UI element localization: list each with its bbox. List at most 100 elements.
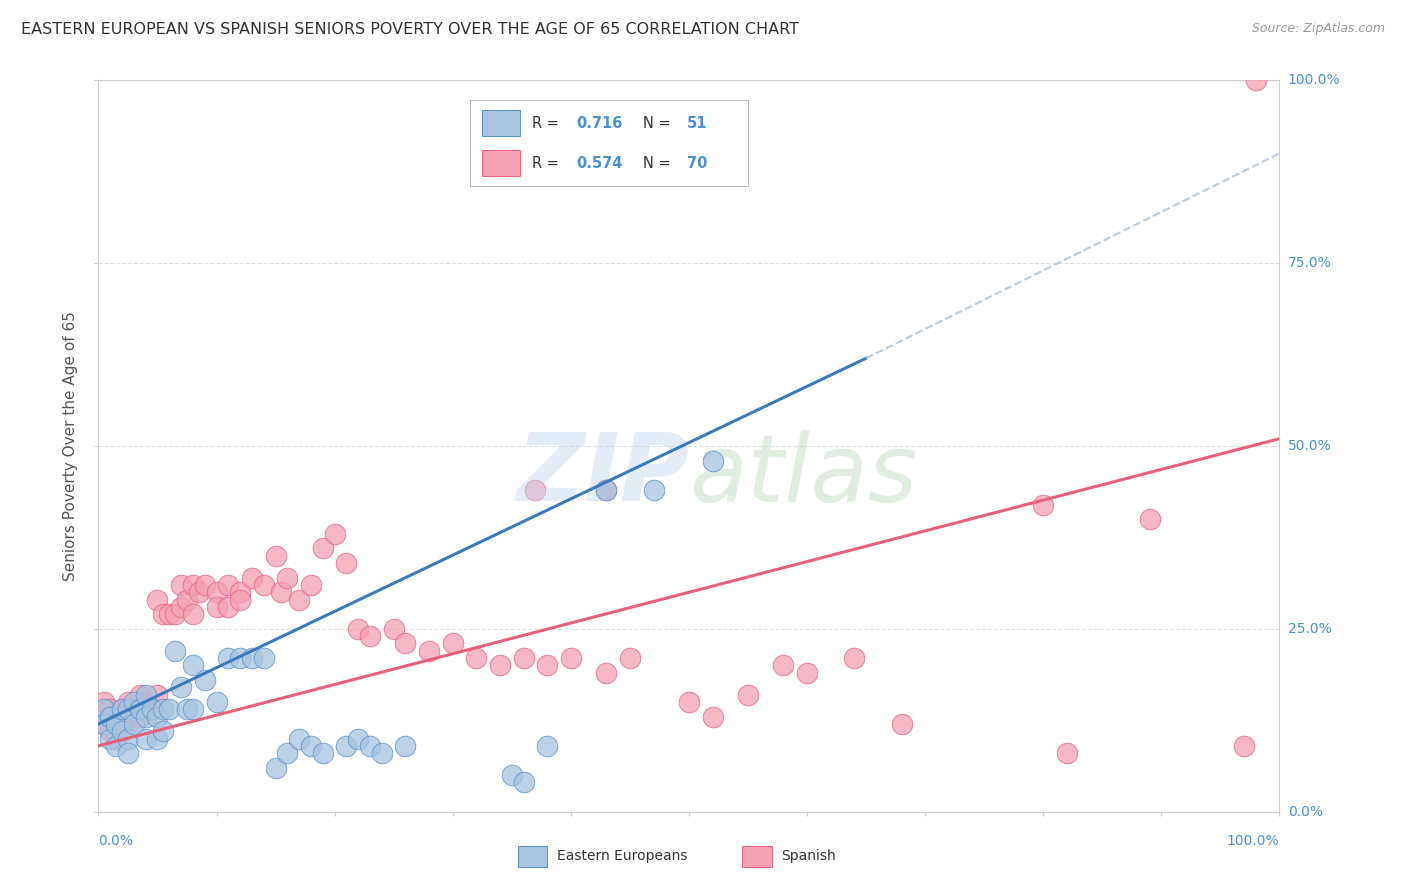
Point [122,717,145,731]
Point [135,695,157,709]
Point [772,658,794,673]
Point [181,658,204,673]
Point [441,636,464,650]
Point [371,746,394,760]
Point [229,585,252,599]
Point [595,665,617,680]
Point [217,651,239,665]
Text: Source: ZipAtlas.com: Source: ZipAtlas.com [1251,22,1385,36]
Point [176,702,198,716]
Point [1139,512,1161,526]
Point [253,578,276,592]
Point [98,724,121,739]
Point [122,702,145,716]
Point [135,709,157,723]
Point [299,578,322,592]
Point [737,688,759,702]
Point [117,731,139,746]
Point [270,585,292,599]
Point [229,651,252,665]
Text: 50.0%: 50.0% [1288,439,1331,453]
Point [382,622,405,636]
Point [93,717,115,731]
Point [165,644,187,658]
Point [122,695,145,709]
Point [181,607,204,622]
Point [359,739,381,753]
Point [98,731,121,746]
Point [111,724,134,739]
Point [170,681,193,695]
Point [335,556,357,570]
Point [489,658,512,673]
Point [264,549,287,563]
Point [253,651,276,665]
Point [105,731,128,746]
Point [205,695,228,709]
Text: 100.0%: 100.0% [1288,73,1340,87]
Point [312,746,335,760]
Text: 25.0%: 25.0% [1288,622,1331,636]
Point [181,702,204,716]
Point [165,607,187,622]
Point [347,622,370,636]
Point [105,739,128,753]
Point [205,585,228,599]
Point [702,709,724,723]
Text: Eastern Europeans: Eastern Europeans [557,849,688,863]
Point [93,717,115,731]
Point [1244,73,1267,87]
Point [157,607,180,622]
Point [678,695,700,709]
Point [128,709,150,723]
Point [111,724,134,739]
Point [217,578,239,592]
Point [335,739,357,753]
Point [240,571,263,585]
Point [152,724,174,739]
Text: 0.0%: 0.0% [1288,805,1323,819]
Point [170,578,193,592]
Point [146,688,169,702]
Point [111,702,134,716]
Text: EASTERN EUROPEAN VS SPANISH SENIORS POVERTY OVER THE AGE OF 65 CORRELATION CHART: EASTERN EUROPEAN VS SPANISH SENIORS POVE… [21,22,799,37]
Point [1233,739,1256,753]
Point [536,739,558,753]
Point [359,629,381,643]
Point [187,585,209,599]
Point [117,702,139,716]
Point [619,651,641,665]
Point [595,483,617,497]
Point [643,483,665,497]
Point [323,526,346,541]
Point [141,702,163,716]
Point [394,739,416,753]
Point [702,453,724,467]
Point [288,731,311,746]
Point [844,651,866,665]
Point [170,599,193,614]
Point [418,644,440,658]
Point [152,607,174,622]
Point [181,578,204,592]
Point [595,483,617,497]
Point [93,702,115,716]
Point [796,665,818,680]
Point [194,673,217,687]
Point [98,702,121,716]
Point [146,709,169,723]
Text: 100.0%: 100.0% [1227,834,1279,847]
Point [135,731,157,746]
Point [146,731,169,746]
Point [205,599,228,614]
Point [117,717,139,731]
Text: 0.0%: 0.0% [98,834,134,847]
Text: atlas: atlas [689,430,917,521]
FancyBboxPatch shape [517,847,547,867]
Point [135,688,157,702]
Point [512,775,534,789]
Point [890,717,912,731]
Point [146,592,169,607]
Point [229,592,252,607]
Point [276,571,298,585]
